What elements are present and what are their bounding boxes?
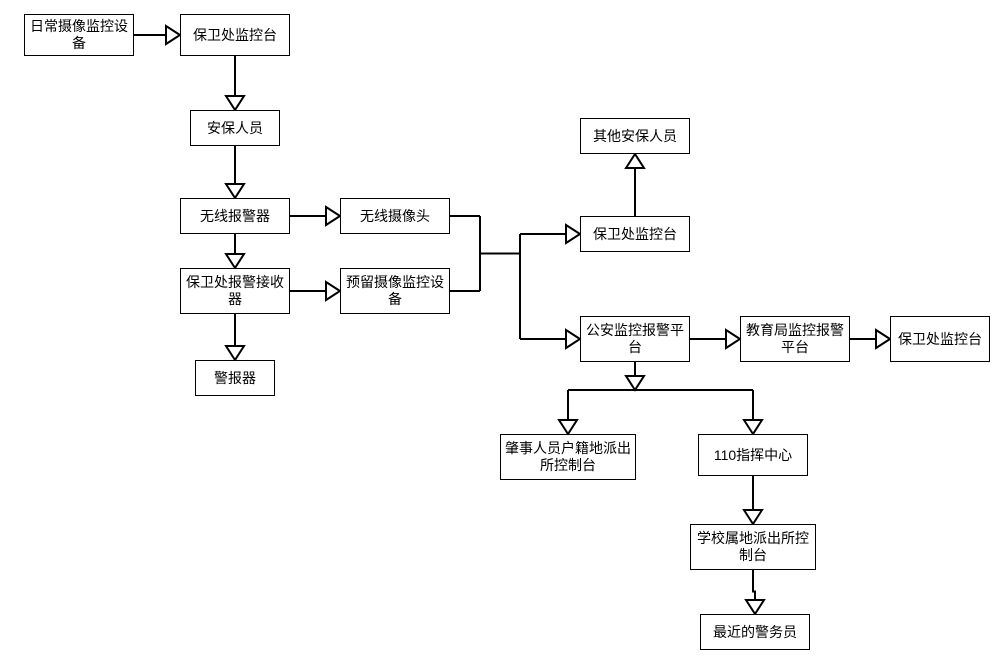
node-n3: 安保人员 [190, 110, 280, 146]
node-n11: 公安监控报警平台 [580, 316, 690, 362]
node-n5: 无线摄像头 [340, 198, 450, 234]
node-n15: 110指挥中心 [698, 434, 808, 476]
node-n2: 保卫处监控台 [180, 14, 290, 56]
node-n16: 学校属地派出所控制台 [690, 524, 816, 570]
node-n9: 其他安保人员 [580, 118, 690, 154]
node-n17: 最近的警务员 [700, 614, 810, 650]
node-n6: 保卫处报警接收器 [180, 268, 290, 314]
node-n12: 教育局监控报警平台 [740, 316, 850, 362]
node-n4: 无线报警器 [180, 198, 290, 234]
edge-layer [0, 0, 1000, 669]
node-n8: 警报器 [195, 360, 275, 396]
node-n7: 预留摄像监控设备 [340, 268, 450, 314]
node-n14: 肇事人员户籍地派出所控制台 [500, 434, 636, 480]
node-n1: 日常摄像监控设备 [24, 14, 134, 56]
node-n13: 保卫处监控台 [890, 316, 990, 362]
node-n10: 保卫处监控台 [580, 216, 690, 252]
flowchart-canvas: 日常摄像监控设备保卫处监控台安保人员无线报警器无线摄像头保卫处报警接收器预留摄像… [0, 0, 1000, 669]
